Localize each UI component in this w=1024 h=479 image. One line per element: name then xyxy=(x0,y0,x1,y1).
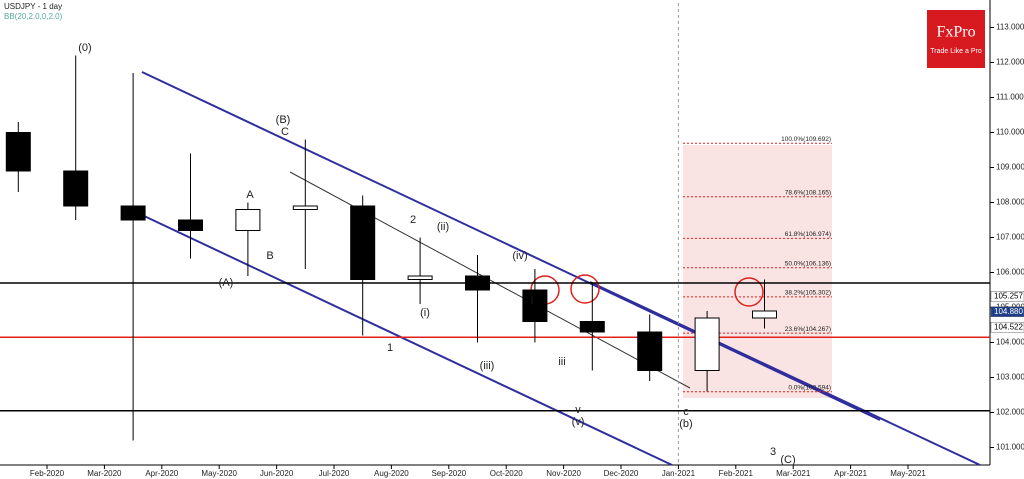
candle-body xyxy=(694,317,720,371)
wave-label: (iv) xyxy=(512,250,527,262)
highlight-circle xyxy=(570,274,600,304)
wave-label: v xyxy=(575,404,581,416)
wave-label: (ii) xyxy=(437,221,449,233)
candle-body xyxy=(235,209,261,231)
fib-label: 50.0%(106.136) xyxy=(785,260,831,267)
wave-label: 3 xyxy=(770,446,776,458)
wave-label: A xyxy=(246,189,254,201)
wave-label: 1 xyxy=(387,342,393,354)
x-tick-label: Jul-2020 xyxy=(319,469,350,478)
logo-tagline: Trade Like a Pro xyxy=(930,48,982,55)
wave-label: (b) xyxy=(679,418,692,430)
x-tick-label: Apr-2021 xyxy=(834,469,867,478)
wave-label: iii xyxy=(558,356,565,368)
candle-body xyxy=(465,275,490,291)
wave-label: c xyxy=(683,406,689,418)
price-label: 104.880 xyxy=(994,307,1023,316)
x-tick-label: Aug-2020 xyxy=(374,469,409,478)
y-tick-label: 108.000 xyxy=(996,198,1024,207)
wave-label: i xyxy=(531,295,533,307)
candle-body xyxy=(292,205,318,210)
price-label-box xyxy=(990,321,1024,333)
channel-upper xyxy=(141,71,881,421)
y-tick-label: 106.000 xyxy=(996,268,1024,277)
candle-body xyxy=(63,170,89,207)
wave-label: C xyxy=(281,126,289,138)
fib-label: 78.6%(108.165) xyxy=(785,189,831,196)
fib-label: 0.0%(102.594) xyxy=(788,384,831,391)
x-tick-label: Nov-2020 xyxy=(546,469,581,478)
y-tick-label: 104.000 xyxy=(996,338,1024,347)
candle-body xyxy=(5,132,31,172)
y-tick-label: 112.000 xyxy=(996,58,1024,67)
candle-body xyxy=(752,310,777,319)
candle-body xyxy=(637,331,663,371)
fib-label: 23.6%(104.267) xyxy=(785,326,831,333)
y-tick-label: 101.000 xyxy=(996,443,1024,452)
channel-lower xyxy=(141,214,673,466)
fib-label: 100.0%(109.692) xyxy=(781,136,831,143)
chart-title: USDJPY - 1 day xyxy=(4,2,62,11)
x-tick-label: Jan-2021 xyxy=(662,469,696,478)
logo-name: FxPro xyxy=(936,24,975,41)
channel-outer xyxy=(589,281,981,466)
y-tick-label: 102.000 xyxy=(996,408,1024,417)
wave-label: (A) xyxy=(219,277,234,289)
candle-body xyxy=(350,205,376,280)
x-tick-label: Dec-2020 xyxy=(604,469,639,478)
x-tick-label: Feb-2021 xyxy=(719,469,754,478)
y-tick-label: 103.000 xyxy=(996,373,1024,382)
x-tick-label: May-2021 xyxy=(890,469,926,478)
wave-label: (C) xyxy=(780,454,795,466)
wave-label: (v) xyxy=(572,416,585,428)
candle-body xyxy=(120,205,146,221)
wave-label: (iii) xyxy=(480,360,495,372)
logo-box xyxy=(927,10,985,68)
candle-body xyxy=(522,289,548,322)
wave-label: (i) xyxy=(420,307,430,319)
indicator-label: BB(20,2.0,0,2.0) xyxy=(4,12,63,21)
x-tick-label: Mar-2021 xyxy=(776,469,811,478)
wave-label: (0) xyxy=(78,42,91,54)
x-tick-label: Apr-2020 xyxy=(145,469,178,478)
candle-body xyxy=(178,219,203,231)
fib-label: 38.2%(105.302) xyxy=(785,290,831,297)
highlight-circle xyxy=(734,277,764,307)
x-tick-label: Sep-2020 xyxy=(431,469,466,478)
price-label: 105.257 xyxy=(994,292,1023,301)
y-tick-label: 109.000 xyxy=(996,163,1024,172)
x-tick-label: Oct-2020 xyxy=(490,469,523,478)
price-label-box xyxy=(990,291,1024,302)
price-label-box xyxy=(990,306,1024,317)
wave-label: B xyxy=(266,250,273,262)
x-tick-label: May-2020 xyxy=(201,469,237,478)
x-tick-label: Jun-2020 xyxy=(260,469,294,478)
candle-body xyxy=(407,275,433,280)
fib-label: 61.8%(106.974) xyxy=(785,231,831,238)
x-tick-label: Feb-2020 xyxy=(30,469,65,478)
y-tick-label: 113.000 xyxy=(996,23,1024,32)
price-label: 104.522 xyxy=(994,322,1023,331)
candle-body xyxy=(579,321,605,333)
y-tick-label: 111.000 xyxy=(996,93,1024,102)
x-tick-label: Mar-2020 xyxy=(87,469,122,478)
y-tick-label: 110.000 xyxy=(996,128,1024,137)
y-tick-label: 107.000 xyxy=(996,233,1024,242)
wave-label: 2 xyxy=(410,214,416,226)
wave-label: (B) xyxy=(276,114,291,126)
